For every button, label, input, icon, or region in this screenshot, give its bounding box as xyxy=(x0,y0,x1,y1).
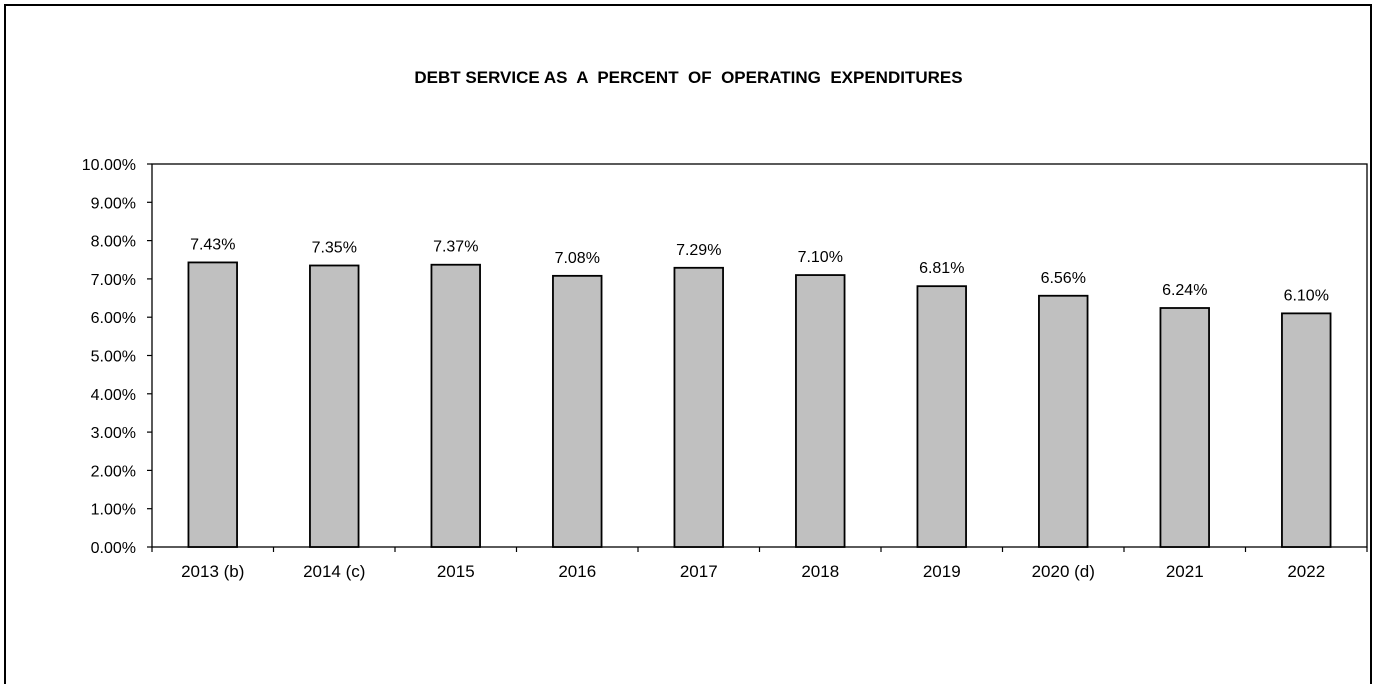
bar xyxy=(673,266,724,548)
bar xyxy=(916,285,967,548)
x-tick-label: 2021 xyxy=(1166,562,1204,581)
x-tick-label: 2016 xyxy=(558,562,596,581)
y-tick-label: 8.00% xyxy=(91,234,136,251)
x-tick-label: 2019 xyxy=(923,562,961,581)
y-tick-label: 4.00% xyxy=(91,387,136,404)
bar xyxy=(795,274,846,548)
data-label: 7.29% xyxy=(676,242,721,259)
y-tick-label: 10.00% xyxy=(82,157,136,174)
chart-title: DEBT SERVICE AS A PERCENT OF OPERATING E… xyxy=(414,68,963,87)
bar xyxy=(187,261,238,548)
bar xyxy=(430,263,481,548)
x-tick-label: 2015 xyxy=(437,562,475,581)
data-label: 6.56% xyxy=(1041,270,1086,287)
data-label: 7.10% xyxy=(798,249,843,266)
data-label: 6.10% xyxy=(1284,287,1329,304)
x-tick-label: 2018 xyxy=(801,562,839,581)
y-tick-label: 9.00% xyxy=(91,195,136,212)
data-label: 6.81% xyxy=(919,260,964,277)
bar xyxy=(552,274,603,548)
x-tick-label: 2014 (c) xyxy=(303,562,365,581)
x-tick-label: 2013 (b) xyxy=(181,562,244,581)
data-label: 6.24% xyxy=(1162,282,1207,299)
bar xyxy=(309,264,360,548)
y-tick-label: 3.00% xyxy=(91,425,136,442)
x-tick-label: 2017 xyxy=(680,562,718,581)
data-label: 7.43% xyxy=(190,236,235,253)
data-label: 7.08% xyxy=(555,250,600,267)
bar xyxy=(1281,312,1332,548)
bar xyxy=(1159,307,1210,548)
y-tick-label: 6.00% xyxy=(91,310,136,327)
bar-chart: 0.00% 1.00% 2.00% 3.00% 4.00% 5.00% 6.00% 7.00%… xyxy=(82,157,1368,581)
bar xyxy=(1038,294,1089,548)
chart-frame xyxy=(4,4,1372,684)
y-tick-label: 2.00% xyxy=(91,463,136,480)
x-tick-label: 2022 xyxy=(1287,562,1325,581)
y-tick-label: 1.00% xyxy=(91,502,136,519)
y-tick-label: 0.00% xyxy=(91,540,136,557)
data-label: 7.35% xyxy=(312,239,357,256)
y-tick-label: 5.00% xyxy=(91,349,136,366)
data-label: 7.37% xyxy=(433,239,478,256)
y-tick-label: 7.00% xyxy=(91,272,136,289)
x-tick-label: 2020 (d) xyxy=(1032,562,1095,581)
